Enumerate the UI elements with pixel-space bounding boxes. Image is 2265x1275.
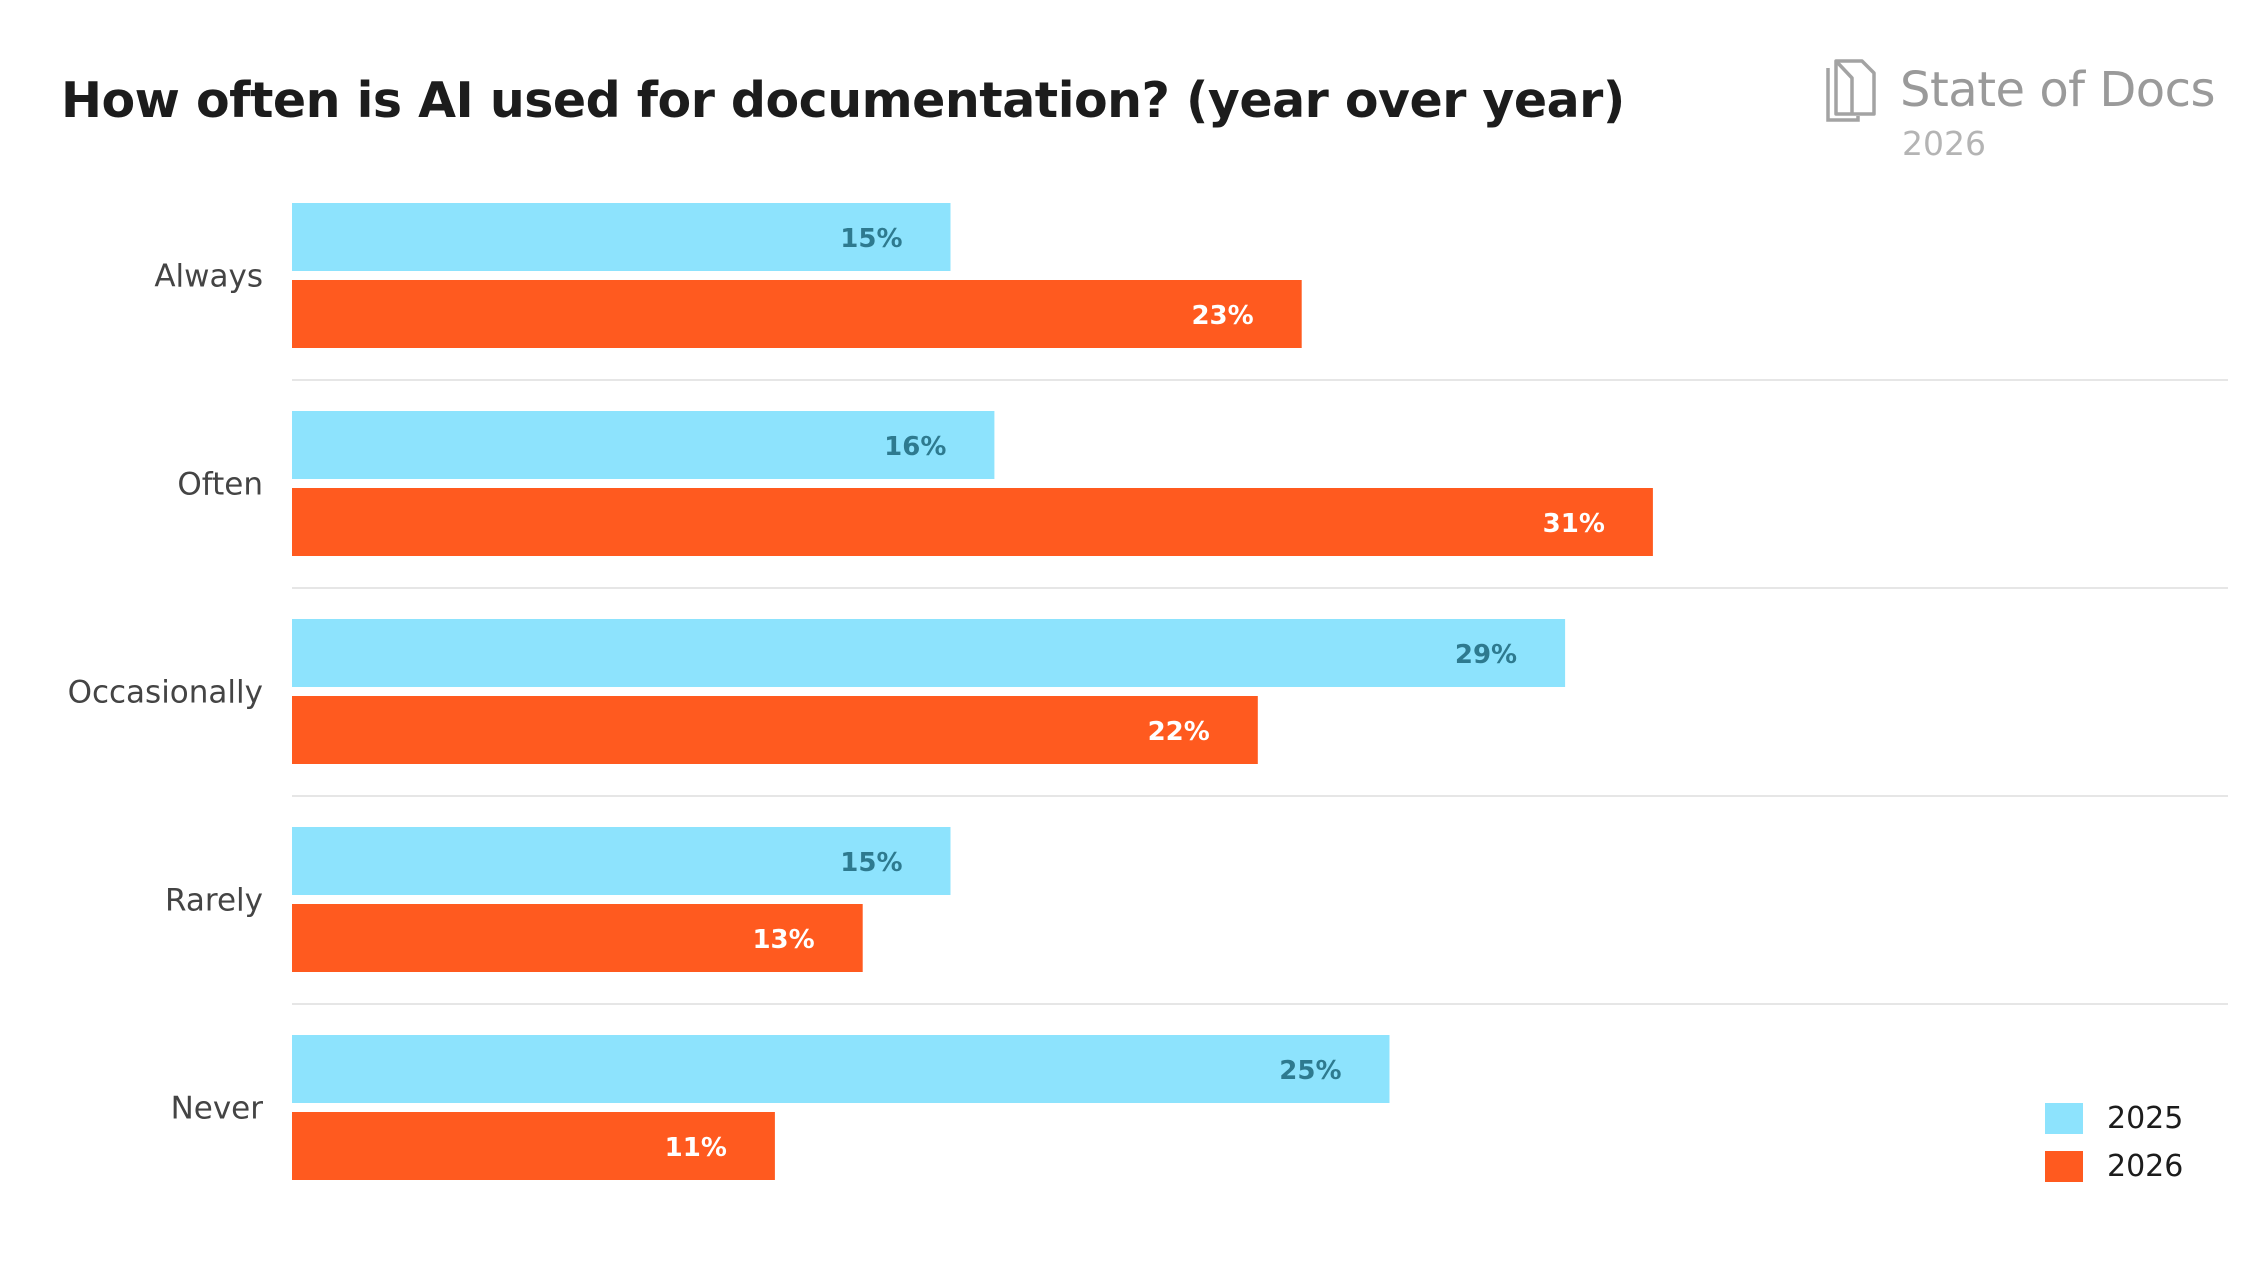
- bar-2025-always: [292, 203, 951, 271]
- legend-swatch-2026: [2045, 1150, 2083, 1182]
- bar-2026-rarely: [292, 904, 863, 972]
- category-label-occasionally: Occasionally: [68, 675, 263, 711]
- bar-2026-often: [292, 488, 1653, 556]
- data-label-2025-occasionally: 29%: [1455, 640, 1517, 670]
- data-label-2026-never: 11%: [665, 1133, 727, 1163]
- category-label-often: Often: [177, 467, 263, 503]
- bar-2025-occasionally: [292, 619, 1566, 687]
- brand-year: 2026: [1902, 124, 1986, 163]
- legend: 2025 2026: [2045, 1094, 2183, 1190]
- data-label-2026-occasionally: 22%: [1148, 717, 1210, 747]
- data-label-2025-never: 25%: [1279, 1056, 1341, 1086]
- state-of-docs-logo: State of Docs 2026: [1822, 58, 2242, 168]
- legend-item-2026: 2026: [2045, 1142, 2183, 1190]
- category-label-always: Always: [154, 259, 263, 295]
- bar-2026-never: [292, 1112, 775, 1180]
- document-stack-icon: [1826, 59, 1876, 122]
- chart-title: How often is AI used for documentation? …: [61, 72, 1625, 129]
- legend-label-2025: 2025: [2107, 1100, 2184, 1136]
- data-label-2025-always: 15%: [840, 224, 902, 254]
- brand-name: State of Docs: [1900, 62, 2216, 118]
- bar-2026-occasionally: [292, 696, 1258, 764]
- bar-2025-never: [292, 1035, 1390, 1103]
- legend-label-2026: 2026: [2107, 1148, 2184, 1184]
- legend-swatch-2025: [2045, 1102, 2083, 1134]
- bar-2025-often: [292, 411, 995, 479]
- data-label-2026-often: 31%: [1543, 509, 1605, 539]
- data-label-2026-always: 23%: [1191, 301, 1253, 331]
- category-label-never: Never: [171, 1091, 264, 1127]
- category-label-rarely: Rarely: [165, 883, 263, 919]
- data-label-2025-often: 16%: [884, 432, 946, 462]
- bar-2026-always: [292, 280, 1302, 348]
- legend-item-2025: 2025: [2045, 1094, 2183, 1142]
- data-label-2025-rarely: 15%: [840, 848, 902, 878]
- data-label-2026-rarely: 13%: [752, 925, 814, 955]
- bar-2025-rarely: [292, 827, 951, 895]
